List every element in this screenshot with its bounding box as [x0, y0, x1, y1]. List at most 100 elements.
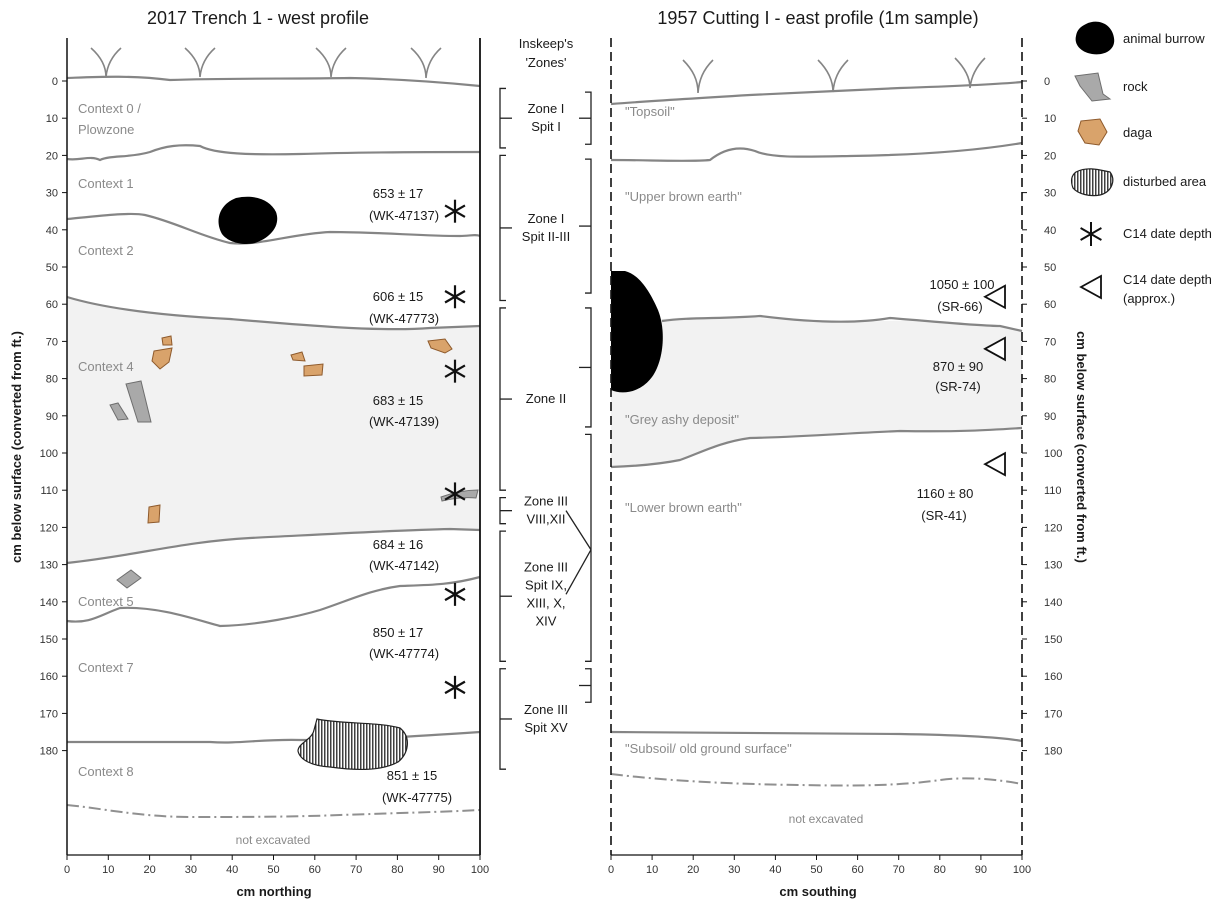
boundary-topsoil-upper	[610, 141, 1023, 162]
zones-header: Inskeep's	[519, 36, 574, 51]
depth-tick-label: 60	[1044, 299, 1056, 311]
depth-tick-label: 150	[1044, 634, 1062, 646]
boundary-2-4	[66, 295, 481, 331]
depth-tick-label: 10	[46, 113, 58, 125]
depth-tick-label: 140	[1044, 597, 1062, 609]
surface-line	[66, 75, 481, 88]
c14-asterisk-marker	[444, 582, 466, 606]
not-excavated-label: not excavated	[236, 833, 311, 847]
daga	[147, 504, 161, 524]
grass-tuft	[184, 47, 216, 78]
date-value: 684 ± 16	[373, 537, 424, 552]
date-value: 870 ± 90	[933, 359, 984, 374]
depth-tick-label: 110	[40, 485, 58, 497]
asterisk-icon	[1080, 222, 1102, 246]
excavation-limit-left	[66, 804, 481, 819]
zones-header: 'Zones'	[525, 55, 566, 70]
rock	[125, 380, 152, 423]
boundary-grey-lower	[610, 426, 1023, 469]
horizontal-tick-label: 100	[1013, 864, 1031, 876]
date-lab-code: (WK-47774)	[369, 646, 439, 661]
excavation-limit-right	[610, 773, 1023, 787]
horizontal-tick-label: 30	[728, 864, 740, 876]
depth-tick-label: 130	[1044, 560, 1062, 572]
layer-label: "Subsoil/ old ground surface"	[625, 741, 792, 756]
animal-burrow-icon	[1075, 21, 1115, 55]
rock	[109, 402, 129, 421]
c14-asterisk-marker	[444, 359, 466, 383]
depth-tick-label: 170	[1044, 708, 1062, 720]
daga	[427, 338, 453, 354]
left-panel-title: 2017 Trench 1 - west profile	[147, 8, 369, 28]
grass-tuft	[682, 59, 714, 94]
horizontal-tick-label: 10	[646, 864, 658, 876]
not-excavated-label: not excavated	[789, 812, 864, 826]
date-lab-code: (WK-47139)	[369, 414, 439, 429]
boundary-upper-grey	[661, 314, 1023, 333]
depth-tick-label: 110	[1044, 485, 1062, 497]
zone-label: Zone III VIII,XII	[524, 494, 568, 527]
zone-bracket	[585, 433, 592, 662]
depth-tick-label: 0	[1044, 76, 1050, 88]
right-y-axis-label: cm below surface (converted from ft.)	[1074, 331, 1089, 563]
grass-tuft	[817, 59, 849, 93]
depth-tick-label: 120	[1044, 522, 1062, 534]
depth-tick-label: 30	[46, 188, 58, 200]
horizontal-tick-label: 80	[934, 864, 946, 876]
zone-leader	[565, 549, 592, 595]
c14-triangle-marker	[983, 284, 1006, 310]
surface-line	[610, 80, 1023, 106]
depth-tick-label: 50	[1044, 262, 1056, 274]
context-label: Context 5	[78, 594, 134, 609]
disturbed-area-icon	[1070, 168, 1114, 197]
daga	[290, 351, 306, 362]
date-lab-code: (SR-74)	[935, 379, 981, 394]
depth-tick-label: 100	[40, 448, 58, 460]
layer-label: "Topsoil"	[625, 104, 675, 119]
depth-tick-label: 180	[1044, 746, 1062, 758]
depth-tick-label: 20	[1044, 150, 1056, 162]
date-value: 851 ± 15	[387, 768, 438, 783]
horizontal-tick-label: 40	[769, 864, 781, 876]
c14-triangle-marker	[983, 451, 1006, 477]
horizontal-tick-label: 10	[102, 864, 114, 876]
date-value: 1050 ± 100	[930, 277, 995, 292]
depth-tick-label: 140	[40, 597, 58, 609]
boundary-1-2	[66, 212, 481, 245]
horizontal-tick-label: 70	[893, 864, 905, 876]
c14-asterisk-marker	[444, 675, 466, 699]
depth-tick-label: 180	[40, 746, 58, 758]
date-lab-code: (WK-47773)	[369, 311, 439, 326]
disturbed-area	[297, 718, 408, 771]
context-label: Context 4	[78, 359, 134, 374]
horizontal-tick-label: 50	[267, 864, 279, 876]
date-value: 1160 ± 80	[917, 486, 974, 501]
daga	[161, 335, 173, 346]
c14-asterisk-marker	[444, 482, 466, 506]
c14-asterisk-marker	[444, 285, 466, 309]
zone-leader	[565, 510, 592, 551]
grass-tuft	[410, 47, 442, 79]
left-x-axis-label: cm northing	[236, 884, 311, 899]
layer-label: "Lower brown earth"	[625, 500, 742, 515]
daga	[303, 363, 324, 377]
daga	[151, 347, 173, 370]
date-value: 606 ± 15	[373, 289, 424, 304]
context-label: Context 1	[78, 176, 134, 191]
date-value: 850 ± 17	[373, 625, 424, 640]
legend-label: C14 date depth	[1123, 272, 1212, 287]
horizontal-tick-label: 0	[608, 864, 614, 876]
legend-label: C14 date depth	[1123, 226, 1212, 241]
right-panel-title: 1957 Cutting I - east profile (1m sample…	[657, 8, 978, 28]
horizontal-tick-label: 20	[687, 864, 699, 876]
depth-tick-label: 40	[46, 225, 58, 237]
context-label: Context 8	[78, 764, 134, 779]
context-label: Context 0 /	[78, 101, 141, 116]
horizontal-tick-label: 90	[975, 864, 987, 876]
triangle-icon	[1079, 274, 1102, 300]
grass-tuft	[954, 57, 986, 89]
depth-tick-label: 150	[40, 634, 58, 646]
context-4-deposit	[67, 297, 480, 563]
grey-ashy-deposit	[611, 317, 1022, 467]
